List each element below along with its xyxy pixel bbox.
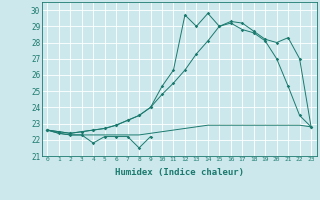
X-axis label: Humidex (Indice chaleur): Humidex (Indice chaleur)	[115, 168, 244, 177]
